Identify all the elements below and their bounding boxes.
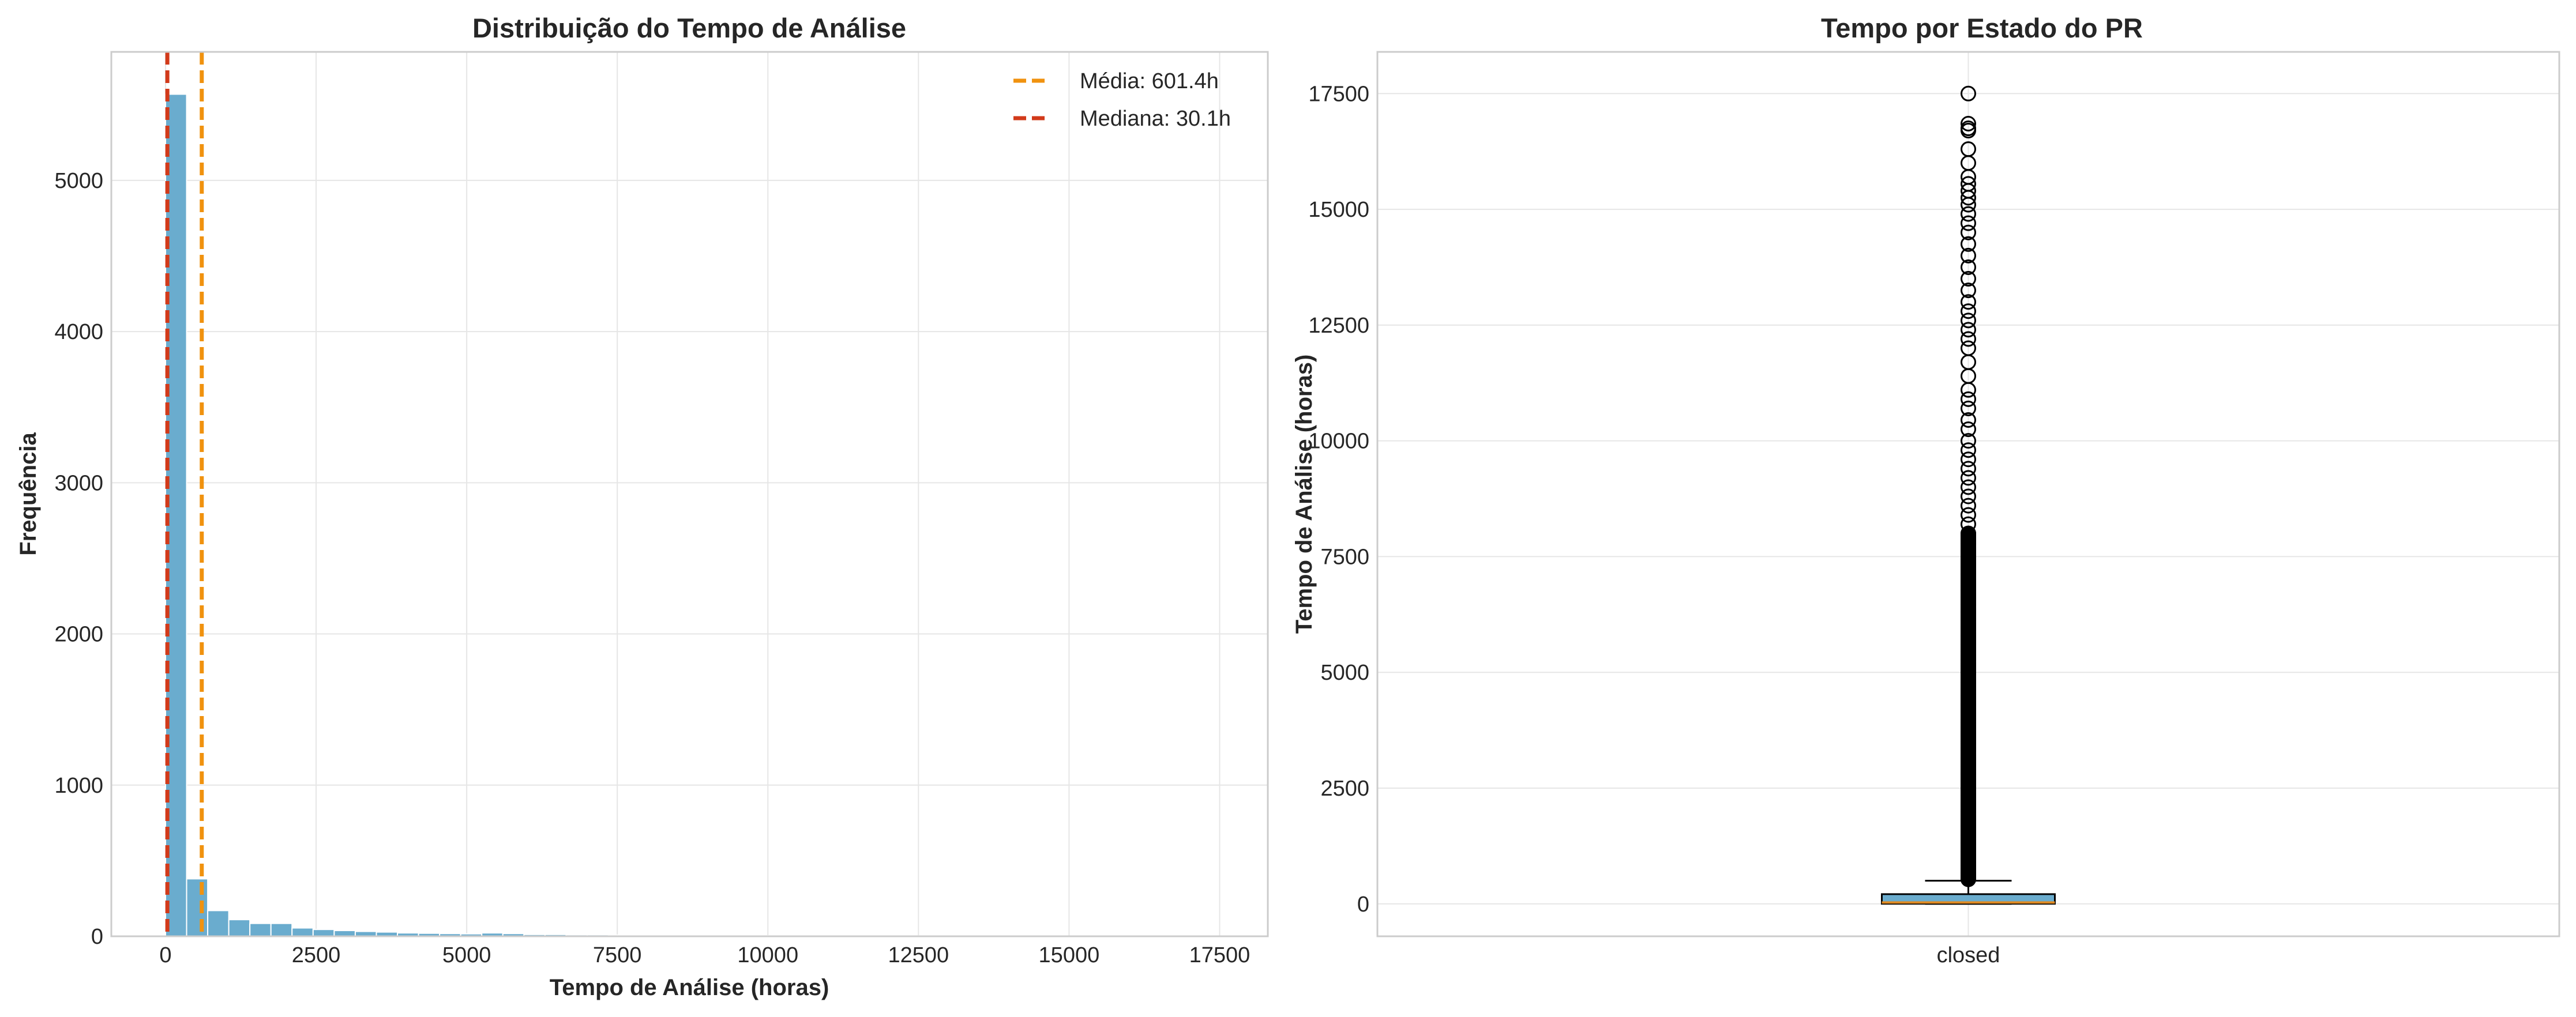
- histogram-y-tick-label: 4000: [54, 320, 103, 344]
- boxplot-category-label: closed: [1937, 943, 2000, 967]
- histogram-x-tick-label: 15000: [1039, 943, 1100, 967]
- histogram-bar: [228, 919, 251, 937]
- boxplot-outlier: [1961, 206, 1976, 222]
- boxplot-outlier: [1961, 312, 1976, 329]
- histogram-legend: Média: 601.4h Mediana: 30.1h: [1013, 69, 1231, 131]
- boxplot-outlier: [1961, 400, 1976, 416]
- histogram-panel: 0 2500 5000 7500 10000 12500 15000 17500 0 1000 2…: [16, 13, 1269, 1000]
- boxplot-outlier: [1961, 470, 1976, 486]
- histogram-y-tick-label: 3000: [54, 471, 103, 495]
- boxplot-outliers: [1961, 85, 1976, 887]
- histogram-x-tick-label: 10000: [737, 943, 798, 967]
- histogram-bar: [207, 910, 230, 937]
- histogram-y-tick-label: 1000: [54, 774, 103, 798]
- histogram-x-tick-label: 2500: [292, 943, 341, 967]
- boxplot-outlier: [1961, 123, 1976, 139]
- histogram-x-tick-label: 7500: [593, 943, 642, 967]
- histogram-x-tick-label: 12500: [888, 943, 949, 967]
- boxplot-outlier: [1961, 271, 1976, 287]
- histogram-x-tick-label: 5000: [442, 943, 491, 967]
- histogram-title: Distribuição do Tempo de Análise: [472, 13, 906, 43]
- boxplot-y-ticks: 0 2500 5000 7500 10000 12500 15000 17500: [1308, 82, 1369, 916]
- boxplot-title: Tempo por Estado do PR: [1821, 13, 2143, 43]
- boxplot-outlier: [1961, 451, 1976, 468]
- histogram-axes-frame: [110, 51, 1269, 937]
- boxplot-outlier: [1961, 259, 1976, 275]
- boxplot-outlier: [1961, 498, 1976, 514]
- boxplot-y-tick-label: 0: [1357, 892, 1369, 917]
- boxplot-outlier: [1961, 322, 1976, 338]
- boxplot-outlier: [1961, 391, 1976, 407]
- histogram-bar: [270, 922, 293, 937]
- boxplot-outlier: [1961, 282, 1976, 299]
- boxplot-outlier: [1961, 294, 1976, 310]
- boxplot-outlier: [1961, 303, 1976, 319]
- histogram-bar: [186, 878, 209, 937]
- histogram-bars: [164, 93, 1221, 937]
- histogram-y-tick-label: 5000: [54, 169, 103, 193]
- boxplot-outlier: [1961, 224, 1976, 240]
- boxplot-y-tick-label: 17500: [1308, 82, 1369, 106]
- histogram-y-tick-label: 0: [91, 925, 103, 949]
- histogram-bar: [312, 929, 335, 937]
- legend-median-label: Mediana: 30.1h: [1080, 107, 1231, 131]
- boxplot-outlier: [1961, 85, 1976, 101]
- legend-mean-label: Média: 601.4h: [1080, 69, 1219, 93]
- histogram-grid: [111, 52, 1268, 937]
- boxplot-outlier: [1961, 421, 1976, 438]
- boxplot-panel: 0 2500 5000 7500 10000 12500 15000 17500 closed…: [1291, 13, 2560, 967]
- boxplot-outlier: [1961, 461, 1976, 477]
- boxplot-outlier: [1961, 382, 1976, 398]
- boxplot-outlier: [1961, 215, 1976, 231]
- histogram-x-axis-label: Tempo de Análise (horas): [550, 975, 829, 1000]
- boxplot-x-ticks: closed: [1937, 943, 2000, 967]
- boxplot-outlier: [1961, 247, 1976, 263]
- histogram-x-tick-label: 17500: [1189, 943, 1251, 967]
- boxplot-y-tick-label: 15000: [1308, 198, 1369, 222]
- boxplot-y-tick-label: 7500: [1320, 545, 1369, 569]
- boxplot-outlier: [1961, 331, 1976, 347]
- boxplot-box-group: [1881, 880, 2056, 905]
- histogram-bar: [249, 922, 272, 937]
- boxplot-y-axis-label: Tempo de Análise (horas): [1291, 355, 1317, 634]
- boxplot-y-tick-label: 2500: [1320, 777, 1369, 801]
- boxplot-outlier: [1961, 479, 1976, 495]
- histogram-y-tick-label: 2000: [54, 623, 103, 647]
- histogram-y-axis-label: Frequência: [16, 432, 41, 556]
- boxplot-outlier: [1961, 507, 1976, 523]
- boxplot-outlier: [1961, 433, 1976, 449]
- boxplot-y-tick-label: 12500: [1308, 314, 1369, 338]
- boxplot-outlier: [1961, 412, 1976, 428]
- histogram-y-ticks: 0 1000 2000 3000 4000 5000: [54, 169, 103, 949]
- boxplot-outlier: [1961, 197, 1976, 213]
- boxplot-outlier: [1961, 488, 1976, 504]
- histogram-x-tick-label: 0: [159, 943, 171, 967]
- boxplot-axes-frame: [1376, 51, 2560, 937]
- boxplot-y-tick-label: 5000: [1320, 661, 1369, 685]
- boxplot-outlier: [1961, 190, 1976, 206]
- histogram-x-ticks: 0 2500 5000 7500 10000 12500 15000 17500: [159, 943, 1250, 967]
- histogram-bar: [291, 927, 314, 937]
- boxplot-outlier: [1961, 442, 1976, 458]
- boxplot-y-tick-label: 10000: [1308, 430, 1369, 454]
- boxplot-outlier: [1961, 525, 1976, 541]
- boxplot-outlier: [1961, 115, 1976, 131]
- boxplot-outlier: [1961, 236, 1976, 252]
